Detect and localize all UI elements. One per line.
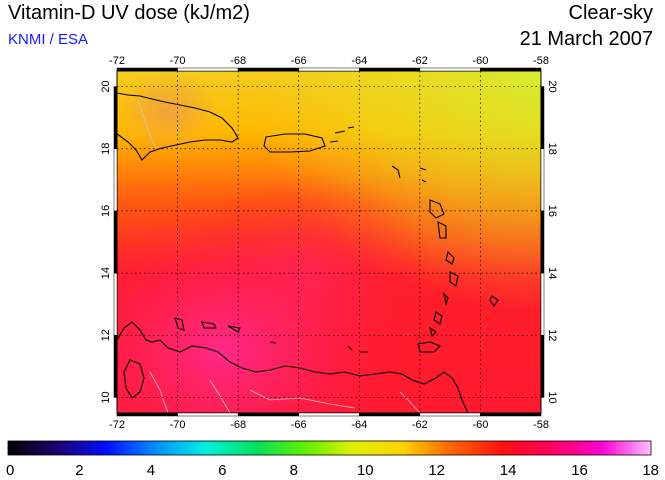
frame-border	[113, 67, 545, 417]
lat-tick-label: 12	[546, 329, 558, 341]
lat-tick-label: 12	[100, 329, 112, 341]
lon-tick-label: -62	[412, 55, 428, 67]
colorbar-ticks: 0 2 4 6 8 10 12 14 16 18	[6, 462, 659, 479]
map-title: Vitamin-D UV dose (kJ/m2)	[8, 2, 250, 24]
lat-ticks-left: 10 12 14 16 18 20	[100, 80, 112, 403]
frame-segment	[113, 86, 118, 149]
colorbar-tick-label: 12	[428, 462, 445, 479]
colorbar-tick-label: 16	[571, 462, 588, 479]
lon-tick-label: -72	[109, 55, 125, 67]
lon-ticks-top: -72 -70 -68 -66 -64 -62 -60 -58	[109, 55, 549, 67]
frame-segment	[359, 67, 421, 72]
frame-segment	[480, 67, 542, 72]
frame-segment	[237, 412, 299, 417]
frame-segment	[540, 335, 545, 398]
lat-tick-label: 16	[546, 205, 558, 217]
frame-segment	[419, 67, 481, 72]
colorbar-tick-label: 10	[357, 462, 374, 479]
frame-segment	[540, 210, 545, 274]
lon-tick-label: -70	[170, 55, 186, 67]
frame-segment	[177, 67, 239, 72]
frame-segment	[177, 412, 239, 417]
frame-segment	[298, 412, 360, 417]
dose-field	[117, 71, 541, 413]
lon-tick-label: -64	[351, 55, 367, 67]
frame-segment	[116, 412, 178, 417]
colorbar-tick-label: 4	[147, 462, 155, 479]
lon-tick-label: -68	[230, 55, 246, 67]
frame-segment	[359, 412, 421, 417]
lat-tick-label: 10	[100, 391, 112, 403]
frame-segment	[113, 210, 118, 274]
lat-tick-label: 20	[546, 80, 558, 92]
frame-segment	[540, 148, 545, 212]
lon-tick-label: -72	[109, 419, 125, 431]
colorbar-tick-label: 6	[218, 462, 226, 479]
lat-tick-label: 20	[100, 80, 112, 92]
lat-tick-label: 16	[100, 205, 112, 217]
frame-segment	[540, 86, 545, 149]
lon-tick-label: -68	[230, 419, 246, 431]
lon-ticks-bottom: -72 -70 -68 -66 -64 -62 -60 -58	[109, 419, 549, 431]
frame-segment	[113, 148, 118, 212]
hispaniola-coast	[117, 92, 239, 161]
lon-tick-label: -66	[291, 419, 307, 431]
frame-segment	[113, 272, 118, 336]
frame-segment	[116, 67, 178, 72]
lat-tick-label: 14	[546, 267, 558, 279]
lon-tick-label: -60	[472, 55, 488, 67]
colorbar-tick-label: 0	[6, 462, 14, 479]
lat-tick-label: 14	[100, 267, 112, 279]
frame-segment	[419, 412, 481, 417]
lon-tick-label: -60	[472, 419, 488, 431]
date-label: 21 March 2007	[519, 28, 653, 50]
colorbar-tick-label: 14	[500, 462, 517, 479]
lake-maracaibo	[123, 359, 145, 399]
south-america-coast	[117, 321, 469, 413]
credit-label: KNMI / ESA	[8, 31, 89, 48]
colorbar-tick-label: 2	[75, 462, 83, 479]
borders	[137, 99, 421, 413]
frame-segment	[298, 67, 360, 72]
lon-tick-label: -70	[170, 419, 186, 431]
colorbar	[7, 440, 652, 456]
sky-condition-label: Clear-sky	[568, 2, 653, 24]
lon-tick-label: -66	[291, 55, 307, 67]
lat-tick-label: 10	[546, 391, 558, 403]
frame-segment	[113, 335, 118, 398]
lon-tick-label: -62	[412, 419, 428, 431]
lat-tick-label: 18	[100, 143, 112, 155]
frame-segment	[540, 272, 545, 336]
frame-segment	[480, 412, 542, 417]
frame-segment	[237, 67, 299, 72]
lon-tick-label: -58	[533, 55, 549, 67]
colorbar-tick-label: 8	[290, 462, 298, 479]
lon-tick-label: -64	[351, 419, 367, 431]
coastlines	[117, 92, 499, 413]
colorbar-tick-label: 18	[642, 462, 659, 479]
lon-tick-label: -58	[533, 419, 549, 431]
lat-ticks-right: 10 12 14 16 18 20	[546, 80, 558, 403]
lat-tick-label: 18	[546, 143, 558, 155]
